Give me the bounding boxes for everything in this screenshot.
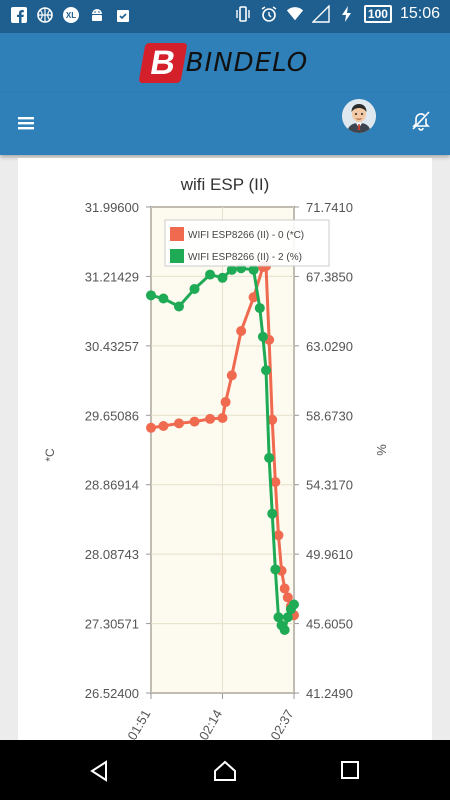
bindelo-logo: B BINDELO bbox=[138, 43, 309, 83]
data-point-humidity bbox=[267, 508, 278, 519]
y-tick-label-left: 27.30571 bbox=[85, 617, 139, 632]
chart-legend: WIFI ESP8266 (II) - 0 (*C) WIFI ESP8266 (… bbox=[164, 219, 330, 267]
bell-off-icon[interactable] bbox=[410, 109, 432, 131]
recents-icon[interactable] bbox=[340, 760, 362, 782]
data-point-humidity bbox=[257, 331, 268, 342]
legend-box bbox=[164, 219, 330, 267]
facebook-icon bbox=[10, 6, 28, 24]
y-tick-label-right: 67.3850 bbox=[306, 269, 353, 284]
series-layer bbox=[146, 261, 299, 636]
y-tick-label-left: 28.08743 bbox=[85, 547, 139, 562]
data-point-humidity bbox=[264, 452, 275, 463]
data-point-humidity bbox=[254, 303, 265, 314]
data-point-temperature bbox=[217, 413, 228, 424]
vibrate-icon bbox=[234, 5, 252, 23]
data-point-temperature bbox=[220, 397, 231, 408]
data-point-humidity bbox=[279, 625, 290, 636]
data-point-humidity bbox=[226, 264, 237, 275]
brand-header: B BINDELO bbox=[0, 33, 450, 93]
data-point-humidity bbox=[248, 264, 259, 275]
signal-icon bbox=[311, 5, 330, 23]
x-tick-label: 01:51 bbox=[124, 707, 153, 740]
data-point-temperature bbox=[226, 370, 237, 381]
legend-swatch bbox=[170, 249, 184, 263]
y-tick-label-right: 58.6730 bbox=[306, 408, 353, 423]
charging-icon bbox=[338, 5, 356, 23]
y-axis-right-label: % bbox=[374, 444, 389, 456]
y-axis-right: 71.7410 67.3850 63.0290 58.6730 54.3170 49.96… bbox=[294, 200, 353, 701]
data-point-temperature bbox=[248, 292, 259, 303]
y-tick-label-right: 41.2490 bbox=[306, 686, 353, 701]
data-point-temperature bbox=[146, 422, 156, 433]
home-icon[interactable] bbox=[213, 760, 236, 782]
data-point-humidity bbox=[270, 564, 281, 575]
legend-swatch bbox=[170, 227, 184, 241]
user-avatar[interactable] bbox=[342, 99, 376, 133]
y-tick-label-left: 29.65086 bbox=[85, 408, 139, 423]
back-icon[interactable] bbox=[88, 760, 110, 782]
clipboard-check-icon bbox=[114, 6, 132, 24]
y-tick-label-right: 71.7410 bbox=[306, 200, 353, 215]
x-axis: 01:51 02:14 02:37 bbox=[124, 693, 297, 740]
data-point-temperature bbox=[205, 413, 216, 424]
navigation-bar bbox=[0, 740, 450, 800]
y-tick-label-right: 54.3170 bbox=[306, 478, 353, 493]
data-point-temperature bbox=[279, 583, 290, 594]
data-point-humidity bbox=[217, 272, 228, 283]
data-point-humidity bbox=[205, 269, 216, 280]
data-point-temperature bbox=[189, 416, 200, 427]
y-tick-label-left: 31.99600 bbox=[85, 200, 139, 215]
temperature-humidity-chart: wifi ESP (II) 31.99600 31.21429 30.43257 29… bbox=[43, 175, 389, 740]
android-icon bbox=[88, 6, 106, 24]
y-tick-label-left: 26.52400 bbox=[85, 686, 139, 701]
data-point-temperature bbox=[282, 592, 293, 603]
data-point-temperature bbox=[267, 414, 278, 425]
chart-title: wifi ESP (II) bbox=[180, 175, 269, 194]
legend-label: WIFI ESP8266 (II) - 0 (*C) bbox=[188, 230, 304, 241]
logo-mark: B bbox=[138, 43, 188, 83]
data-point-humidity bbox=[146, 290, 156, 301]
data-point-temperature bbox=[270, 476, 281, 487]
logo-text: BINDELO bbox=[185, 48, 309, 78]
x-tick-label: 02:37 bbox=[267, 707, 296, 740]
y-tick-label-left: 30.43257 bbox=[85, 339, 139, 354]
data-point-humidity bbox=[189, 283, 200, 294]
data-point-temperature bbox=[158, 421, 169, 432]
data-point-humidity bbox=[282, 612, 293, 623]
hamburger-icon[interactable] bbox=[16, 113, 36, 133]
basketball-icon bbox=[36, 6, 54, 24]
y-tick-label-left: 28.86914 bbox=[85, 478, 139, 493]
data-point-temperature bbox=[273, 530, 284, 541]
data-point-temperature bbox=[173, 418, 184, 429]
battery-level: 100 bbox=[363, 5, 392, 23]
status-bar: XL 100 15:06 bbox=[0, 0, 450, 33]
data-point-humidity bbox=[173, 301, 184, 312]
data-point-humidity bbox=[158, 293, 169, 304]
clock: 15:06 bbox=[399, 5, 440, 22]
alarm-icon bbox=[260, 5, 278, 23]
legend-label: WIFI ESP8266 (II) - 2 (%) bbox=[188, 252, 302, 263]
x-tick-label: 02:14 bbox=[196, 707, 225, 740]
y-axis-left: 31.99600 31.21429 30.43257 29.65086 28.86914… bbox=[85, 200, 151, 701]
toolbar bbox=[0, 93, 450, 155]
xl-label: XL bbox=[65, 10, 77, 20]
y-tick-label-right: 45.6050 bbox=[306, 617, 353, 632]
data-point-humidity bbox=[273, 612, 284, 623]
xl-icon: XL bbox=[62, 6, 80, 24]
data-point-humidity bbox=[289, 599, 299, 610]
data-point-humidity bbox=[261, 365, 272, 376]
y-axis-left-label: *C bbox=[43, 448, 57, 462]
y-tick-label-left: 31.21429 bbox=[85, 269, 139, 284]
y-tick-label-right: 63.0290 bbox=[306, 339, 353, 354]
y-tick-label-right: 49.9610 bbox=[306, 547, 353, 562]
data-point-temperature bbox=[236, 325, 247, 336]
wifi-icon bbox=[286, 5, 304, 23]
